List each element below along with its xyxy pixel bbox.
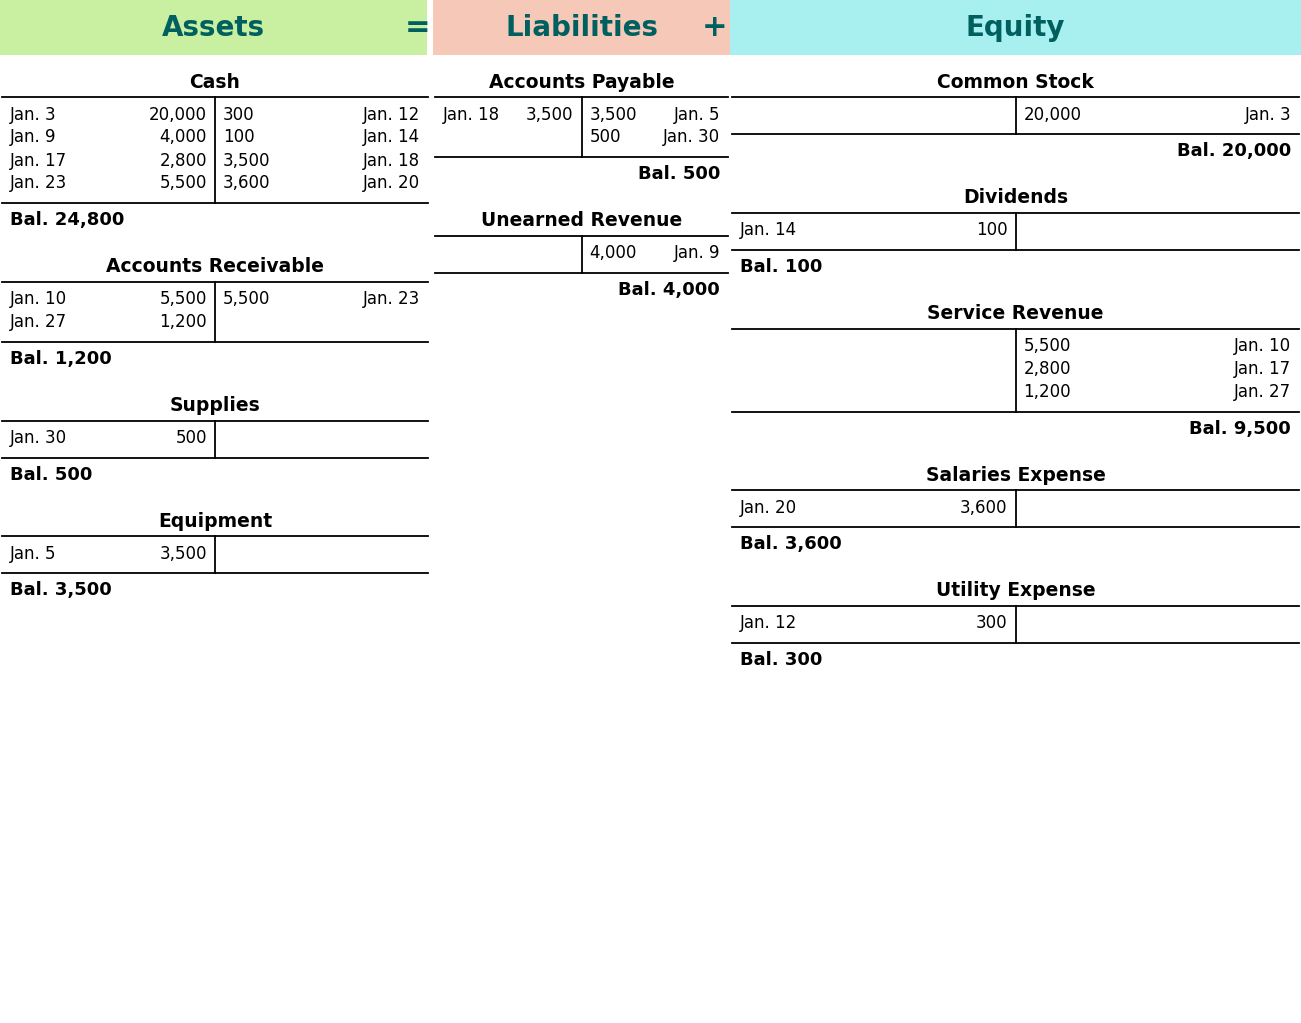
Text: Jan. 14: Jan. 14 [363,129,420,146]
Text: Bal. 500: Bal. 500 [637,166,719,183]
Text: Jan. 10: Jan. 10 [10,291,68,308]
Text: 2,800: 2,800 [160,151,207,170]
Text: Dividends: Dividends [963,188,1068,208]
Text: 3,500: 3,500 [222,151,271,170]
Text: Bal. 100: Bal. 100 [740,258,822,276]
Text: Equity: Equity [965,13,1066,42]
Text: Supplies: Supplies [169,396,260,415]
Text: Bal. 3,500: Bal. 3,500 [10,581,112,599]
Text: 500: 500 [176,429,207,447]
Text: Jan. 20: Jan. 20 [740,499,798,517]
Text: Jan. 18: Jan. 18 [444,105,500,124]
Text: Jan. 20: Jan. 20 [363,175,420,192]
Text: Jan. 3: Jan. 3 [1244,105,1291,124]
Text: Bal. 9,500: Bal. 9,500 [1189,419,1291,438]
Text: 20,000: 20,000 [150,105,207,124]
Text: Accounts Payable: Accounts Payable [489,73,674,91]
Text: 5,500: 5,500 [160,175,207,192]
Text: 3,600: 3,600 [222,175,271,192]
Text: Bal. 500: Bal. 500 [10,465,92,484]
Text: Jan. 12: Jan. 12 [740,615,798,632]
Text: Jan. 18: Jan. 18 [363,151,420,170]
Text: 3,500: 3,500 [589,105,637,124]
Bar [0,0,427,55]
Text: Jan. 23: Jan. 23 [10,175,68,192]
Text: Jan. 23: Jan. 23 [363,291,420,308]
Text: Equipment: Equipment [157,512,272,531]
Text: 1,200: 1,200 [1024,383,1071,401]
Text: 100: 100 [222,129,255,146]
Text: Jan. 27: Jan. 27 [1233,383,1291,401]
Text: Jan. 9: Jan. 9 [10,129,56,146]
Text: 2,800: 2,800 [1024,360,1071,379]
Text: Jan. 30: Jan. 30 [10,429,68,447]
Text: Jan. 17: Jan. 17 [10,151,68,170]
Text: Jan. 12: Jan. 12 [363,105,420,124]
Text: Bal. 300: Bal. 300 [740,652,822,669]
Bar [730,0,1301,55]
Text: 5,500: 5,500 [222,291,271,308]
Text: 300: 300 [976,615,1007,632]
Text: Jan. 9: Jan. 9 [674,244,719,262]
Text: Jan. 10: Jan. 10 [1233,337,1291,355]
Text: Common Stock: Common Stock [937,73,1094,91]
Text: Accounts Receivable: Accounts Receivable [105,257,324,276]
Text: Jan. 17: Jan. 17 [1233,360,1291,379]
Text: =: = [405,13,431,42]
Text: 20,000: 20,000 [1024,105,1081,124]
Text: Jan. 30: Jan. 30 [664,129,719,146]
Text: +: + [703,13,727,42]
Text: 3,500: 3,500 [160,545,207,563]
Text: Salaries Expense: Salaries Expense [925,465,1106,485]
Text: 4,000: 4,000 [160,129,207,146]
Text: Service Revenue: Service Revenue [928,304,1103,323]
Text: Jan. 14: Jan. 14 [740,221,798,239]
Text: Bal. 4,000: Bal. 4,000 [618,281,719,299]
Text: 500: 500 [589,129,621,146]
Text: Assets: Assets [161,13,265,42]
Text: Bal. 1,200: Bal. 1,200 [10,350,112,368]
Text: Jan. 5: Jan. 5 [674,105,719,124]
Text: 1,200: 1,200 [160,313,207,331]
Text: 5,500: 5,500 [160,291,207,308]
Text: 3,600: 3,600 [960,499,1007,517]
Text: Liabilities: Liabilities [505,13,658,42]
Text: Jan. 27: Jan. 27 [10,313,68,331]
Text: 100: 100 [976,221,1007,239]
Text: Unearned Revenue: Unearned Revenue [481,212,682,230]
Text: 4,000: 4,000 [589,244,637,262]
Text: Utility Expense: Utility Expense [935,581,1095,601]
Bar [433,0,730,55]
Text: Bal. 24,800: Bal. 24,800 [10,212,125,229]
Text: Jan. 3: Jan. 3 [10,105,57,124]
Text: 3,500: 3,500 [526,105,574,124]
Text: 300: 300 [222,105,255,124]
Text: Bal. 20,000: Bal. 20,000 [1176,142,1291,161]
Text: 5,500: 5,500 [1024,337,1071,355]
Text: Cash: Cash [190,73,241,91]
Text: Bal. 3,600: Bal. 3,600 [740,535,842,553]
Text: Jan. 5: Jan. 5 [10,545,56,563]
